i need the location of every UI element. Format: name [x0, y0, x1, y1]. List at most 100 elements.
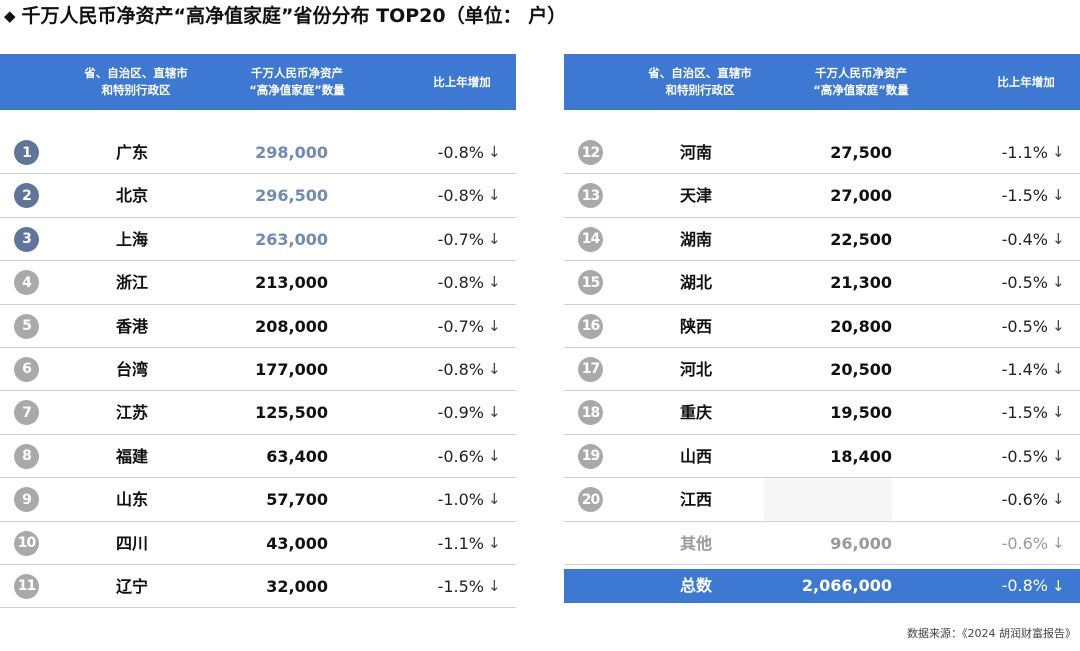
region-name: 江西 — [679, 490, 712, 510]
household-count: 27,500 — [830, 143, 892, 162]
household-count: 22,500 — [830, 229, 892, 249]
rank-badge: 16 — [578, 313, 603, 339]
table-row: 12 河南 27,500 -1.1% ↓ — [564, 131, 1080, 175]
household-count: 63,400 — [266, 446, 328, 466]
table-row: 9 山东 57,700 -1.0% ↓ — [0, 478, 516, 522]
household-count: 18,400 — [830, 446, 892, 466]
total-row: 总数 2,066,000 -0.8% ↓ — [564, 568, 1080, 603]
table-row: 14 湖南 22,500 -0.4% ↓ — [564, 218, 1080, 262]
yoy-change: -0.9% — [437, 403, 484, 423]
household-count: 213,000 — [255, 273, 328, 293]
down-arrow-icon: ↓ — [1052, 316, 1065, 335]
rank-badge: 2 — [14, 183, 39, 209]
region-name: 上海 — [115, 229, 148, 249]
down-arrow-icon: ↓ — [488, 576, 501, 595]
region-name: 河南 — [679, 143, 712, 162]
rank-badge: 20 — [578, 487, 603, 513]
rank-badge: 14 — [578, 226, 603, 252]
region-name: 四川 — [115, 533, 148, 553]
yoy-change: -0.8% — [1001, 575, 1048, 595]
title-text: 千万人民币净资产“高净值家庭”省份分布 TOP20（单位： 户） — [21, 5, 567, 27]
household-count: 96,000 — [830, 533, 892, 553]
region-name: 福建 — [115, 446, 148, 466]
region-name: 湖南 — [679, 229, 712, 249]
table-row: 15 湖北 21,300 -0.5% ↓ — [564, 261, 1080, 305]
rank-badge: 8 — [14, 443, 39, 469]
left-table: 省、自治区、直辖市 和特别行政区 千万人民币净资产 “高净值家庭”数量 比上年增… — [0, 54, 516, 609]
rank-badge: 1 — [14, 140, 39, 165]
household-count: 2,066,000 — [801, 575, 892, 595]
down-arrow-icon: ↓ — [1052, 229, 1065, 248]
down-arrow-icon: ↓ — [1052, 403, 1065, 422]
rank-badge: 9 — [14, 487, 39, 513]
region-name: 辽宁 — [115, 576, 148, 596]
rank-badge: 18 — [578, 400, 603, 426]
region-name: 山东 — [115, 490, 148, 510]
region-name: 浙江 — [115, 273, 148, 293]
down-arrow-icon: ↓ — [1052, 490, 1065, 509]
yoy-change: -0.8% — [437, 273, 484, 293]
region-name: 总数 — [679, 575, 712, 595]
household-count: 19,500 — [830, 403, 892, 423]
yoy-change: -0.5% — [1001, 273, 1048, 293]
table-header: 省、自治区、直辖市 和特别行政区 千万人民币净资产 “高净值家庭”数量 比上年增… — [0, 54, 516, 110]
yoy-change: -0.7% — [437, 316, 484, 336]
header-change: 比上年增加 — [433, 74, 491, 89]
household-count: 263,000 — [255, 229, 328, 249]
household-count: 57,700 — [266, 490, 328, 510]
household-count: 32,000 — [266, 576, 328, 596]
down-arrow-icon: ↓ — [1052, 446, 1065, 465]
down-arrow-icon: ↓ — [488, 186, 501, 205]
left-table-body: 1 广东 298,000 -0.8% ↓ 2 北京 296,500 -0.8% ↓ 3 上海 263,0… — [0, 131, 516, 609]
table-header: 省、自治区、直辖市 和特别行政区 千万人民币净资产 “高净值家庭”数量 比上年增… — [564, 54, 1080, 110]
down-arrow-icon: ↓ — [488, 359, 501, 378]
down-arrow-icon: ↓ — [488, 229, 501, 248]
table-row: 20 江西 -0.6% ↓ — [564, 478, 1080, 522]
rank-badge: 6 — [14, 356, 39, 382]
household-count — [764, 478, 892, 522]
yoy-change: -0.7% — [437, 229, 484, 249]
yoy-change: -0.6% — [1001, 533, 1048, 553]
table-row: 2 北京 296,500 -0.8% ↓ — [0, 174, 516, 218]
table-row: 6 台湾 177,000 -0.8% ↓ — [0, 348, 516, 392]
table-row: 19 山西 18,400 -0.5% ↓ — [564, 435, 1080, 479]
table-row: 11 辽宁 32,000 -1.5% ↓ — [0, 565, 516, 609]
rank-badge: 12 — [578, 140, 603, 165]
yoy-change: -0.4% — [1001, 229, 1048, 249]
table-row: 13 天津 27,000 -1.5% ↓ — [564, 174, 1080, 218]
diamond-bullet-icon: ◆ — [4, 7, 16, 25]
down-arrow-icon: ↓ — [488, 316, 501, 335]
household-count: 125,500 — [255, 403, 328, 423]
other-row: 其他 96,000 -0.6% ↓ — [564, 522, 1080, 565]
header-region: 省、自治区、直辖市 和特别行政区 — [84, 66, 188, 97]
yoy-change: -0.8% — [437, 359, 484, 379]
rank-badge: 3 — [14, 226, 39, 252]
region-name: 河北 — [679, 359, 712, 379]
down-arrow-icon: ↓ — [488, 273, 501, 292]
household-count: 208,000 — [255, 316, 328, 336]
yoy-change: -1.1% — [437, 533, 484, 553]
header-region: 省、自治区、直辖市 和特别行政区 — [648, 66, 752, 97]
right-table: 省、自治区、直辖市 和特别行政区 千万人民币净资产 “高净值家庭”数量 比上年增… — [564, 54, 1080, 603]
region-name: 江苏 — [115, 403, 148, 423]
down-arrow-icon: ↓ — [488, 403, 501, 422]
yoy-change: -1.0% — [437, 490, 484, 510]
rank-badge: 15 — [578, 270, 603, 296]
region-name: 广东 — [115, 143, 148, 162]
rank-badge: 11 — [14, 573, 39, 599]
page-title: ◆ 千万人民币净资产“高净值家庭”省份分布 TOP20（单位： 户） — [4, 4, 566, 28]
region-name: 湖北 — [679, 273, 712, 293]
region-name: 天津 — [679, 186, 712, 206]
yoy-change: -1.5% — [1001, 186, 1048, 206]
region-name: 重庆 — [679, 403, 712, 423]
yoy-change: -0.8% — [437, 143, 484, 162]
table-row: 8 福建 63,400 -0.6% ↓ — [0, 435, 516, 479]
household-count: 27,000 — [830, 186, 892, 206]
yoy-change: -1.1% — [1001, 143, 1048, 162]
region-name: 山西 — [679, 446, 712, 466]
household-count: 296,500 — [255, 186, 328, 206]
table-row: 16 陕西 20,800 -0.5% ↓ — [564, 305, 1080, 348]
table-row: 5 香港 208,000 -0.7% ↓ — [0, 305, 516, 348]
down-arrow-icon: ↓ — [1052, 186, 1065, 205]
header-count: 千万人民币净资产 “高净值家庭”数量 — [813, 66, 909, 97]
